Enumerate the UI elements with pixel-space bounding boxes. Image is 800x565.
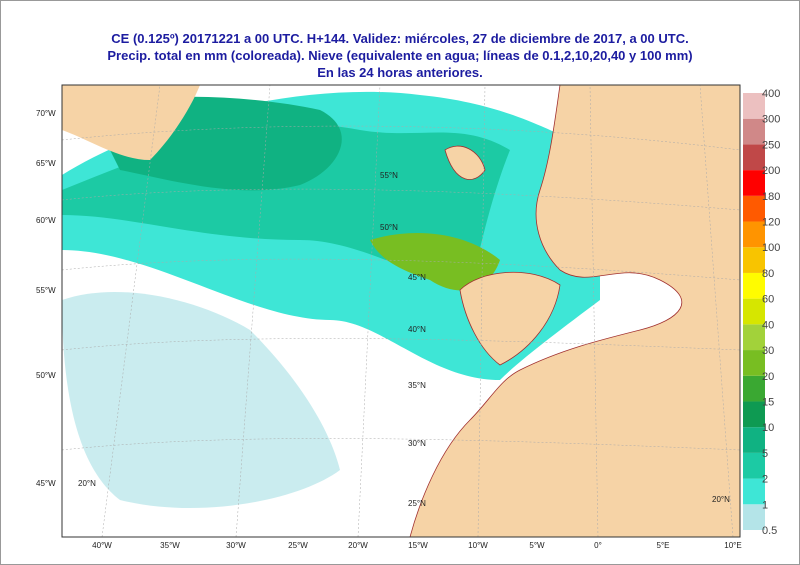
- legend-swatch: [743, 452, 765, 479]
- legend-label: 100: [762, 242, 780, 254]
- legend-label: 400: [762, 88, 780, 100]
- land-britain: [444, 145, 486, 180]
- lon-label: 15°W: [408, 541, 428, 550]
- legend-swatch: [743, 247, 765, 273]
- lon-label: 30°W: [226, 541, 246, 550]
- legend-label: 250: [762, 139, 780, 151]
- legend-swatch: [743, 427, 765, 453]
- grid-label: 40°N: [408, 325, 426, 334]
- grid-label: 50°N: [380, 223, 398, 232]
- lon-label: 35°W: [160, 541, 180, 550]
- lat-label: 70°W: [36, 109, 56, 118]
- title-line: CE (0.125º) 20171221 a 00 UTC. H+144. Va…: [111, 31, 688, 46]
- lat-label: 65°W: [36, 159, 56, 168]
- lon-label: 40°W: [92, 541, 112, 550]
- lon-label: 20°W: [348, 541, 368, 550]
- legend-label: 20: [762, 371, 774, 383]
- lon-label: 5°E: [657, 541, 670, 550]
- map-border: [61, 84, 741, 538]
- legend-label: 40: [762, 319, 774, 331]
- legend-label: 10: [762, 422, 774, 434]
- legend-label: 60: [762, 294, 774, 306]
- legend-label: 300: [762, 114, 780, 126]
- legend-swatch: [743, 298, 765, 325]
- graticule: [62, 85, 740, 537]
- legend-label: 1: [762, 499, 768, 511]
- legend-label: 0.5: [762, 525, 777, 537]
- legend-swatch: [743, 170, 765, 196]
- legend-swatch: [743, 221, 765, 248]
- legend-swatch: [743, 478, 765, 505]
- legend-swatch: [743, 93, 765, 119]
- lat-label: 60°W: [36, 216, 56, 225]
- lat-label: 45°W: [36, 479, 56, 488]
- lat-label: 50°W: [36, 371, 56, 380]
- lon-label: 0°: [594, 541, 602, 550]
- legend-label: 80: [762, 268, 774, 280]
- title-line: Precip. total en mm (coloreada). Nieve (…: [107, 48, 692, 63]
- legend-label: 2: [762, 474, 768, 486]
- grid-label: 55°N: [380, 171, 398, 180]
- legend-swatch: [743, 350, 765, 376]
- legend-swatch: [743, 272, 765, 299]
- lon-label: 5°W: [529, 541, 545, 550]
- legend-label: 30: [762, 345, 774, 357]
- legend-swatch: [743, 118, 765, 145]
- legend-swatch: [743, 324, 765, 351]
- lon-label: 10°W: [468, 541, 488, 550]
- legend-label: 15: [762, 396, 774, 408]
- legend-swatch: [743, 375, 765, 402]
- land-iberia: [459, 271, 561, 366]
- grid-label: 30°N: [408, 439, 426, 448]
- lon-label: 25°W: [288, 541, 308, 550]
- land-greenland: [62, 85, 200, 160]
- grid-label: 25°N: [408, 499, 426, 508]
- lat-label: 55°W: [36, 286, 56, 295]
- legend-swatch: [743, 195, 765, 222]
- land-europe-africa: [409, 85, 740, 537]
- legend-label: 5: [762, 448, 768, 460]
- map: [62, 85, 740, 537]
- precip-low: [62, 291, 340, 509]
- legend-label: 180: [762, 191, 780, 203]
- grid-label: 35°N: [408, 381, 426, 390]
- legend-swatch: [743, 504, 765, 530]
- grid-label: 20°N: [78, 479, 96, 488]
- legend-label: 120: [762, 217, 780, 229]
- legend-swatch: [743, 144, 765, 171]
- lon-label: 10°E: [724, 541, 741, 550]
- legend-swatch: [743, 401, 765, 428]
- grid-label: 20°N: [712, 495, 730, 504]
- legend-label: 200: [762, 165, 780, 177]
- grid-label: 45°N: [408, 273, 426, 282]
- title-line: En las 24 horas anteriores.: [317, 65, 482, 80]
- labels: CE (0.125º) 20171221 a 00 UTC. H+144. Va…: [36, 31, 780, 550]
